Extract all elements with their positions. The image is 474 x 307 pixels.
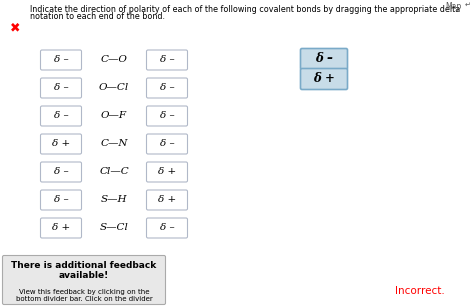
- Text: Incorrect.: Incorrect.: [395, 286, 445, 296]
- Text: δ +: δ +: [52, 223, 70, 232]
- Text: δ +: δ +: [158, 168, 176, 177]
- FancyBboxPatch shape: [40, 78, 82, 98]
- Text: δ –: δ –: [160, 139, 174, 149]
- Text: δ –: δ –: [54, 84, 68, 92]
- FancyBboxPatch shape: [40, 162, 82, 182]
- Text: δ +: δ +: [158, 196, 176, 204]
- Text: S—Cl: S—Cl: [100, 223, 128, 232]
- Text: C—O: C—O: [100, 56, 128, 64]
- FancyBboxPatch shape: [40, 106, 82, 126]
- Text: There is additional feedback
available!: There is additional feedback available!: [11, 261, 156, 280]
- Text: δ –: δ –: [315, 52, 333, 65]
- FancyBboxPatch shape: [146, 106, 188, 126]
- FancyBboxPatch shape: [301, 68, 347, 90]
- FancyBboxPatch shape: [146, 78, 188, 98]
- Text: O—F: O—F: [101, 111, 127, 121]
- Text: S—H: S—H: [101, 196, 127, 204]
- Text: δ –: δ –: [160, 56, 174, 64]
- FancyBboxPatch shape: [146, 50, 188, 70]
- FancyBboxPatch shape: [40, 134, 82, 154]
- Text: δ +: δ +: [52, 139, 70, 149]
- Text: δ –: δ –: [160, 84, 174, 92]
- Text: notation to each end of the bond.: notation to each end of the bond.: [30, 12, 165, 21]
- FancyBboxPatch shape: [40, 190, 82, 210]
- FancyBboxPatch shape: [146, 162, 188, 182]
- FancyBboxPatch shape: [2, 255, 165, 305]
- FancyBboxPatch shape: [146, 190, 188, 210]
- Text: ✖: ✖: [10, 21, 20, 34]
- Text: δ –: δ –: [160, 111, 174, 121]
- Text: δ –: δ –: [160, 223, 174, 232]
- FancyBboxPatch shape: [40, 218, 82, 238]
- FancyBboxPatch shape: [40, 50, 82, 70]
- FancyBboxPatch shape: [146, 134, 188, 154]
- FancyBboxPatch shape: [301, 49, 347, 69]
- Text: View this feedback by clicking on the
bottom divider bar. Click on the divider: View this feedback by clicking on the bo…: [16, 289, 152, 302]
- Text: δ –: δ –: [54, 196, 68, 204]
- Text: δ –: δ –: [54, 111, 68, 121]
- Text: O—Cl: O—Cl: [99, 84, 129, 92]
- Text: δ –: δ –: [54, 168, 68, 177]
- FancyBboxPatch shape: [146, 218, 188, 238]
- Text: C—N: C—N: [100, 139, 128, 149]
- Text: Indicate the direction of polarity of each of the following covalent bonds by dr: Indicate the direction of polarity of ea…: [30, 5, 460, 14]
- Text: δ +: δ +: [313, 72, 335, 86]
- Text: ↵: ↵: [465, 2, 471, 8]
- Text: Map: Map: [446, 2, 462, 11]
- Text: Cl—C: Cl—C: [99, 168, 129, 177]
- Text: δ –: δ –: [54, 56, 68, 64]
